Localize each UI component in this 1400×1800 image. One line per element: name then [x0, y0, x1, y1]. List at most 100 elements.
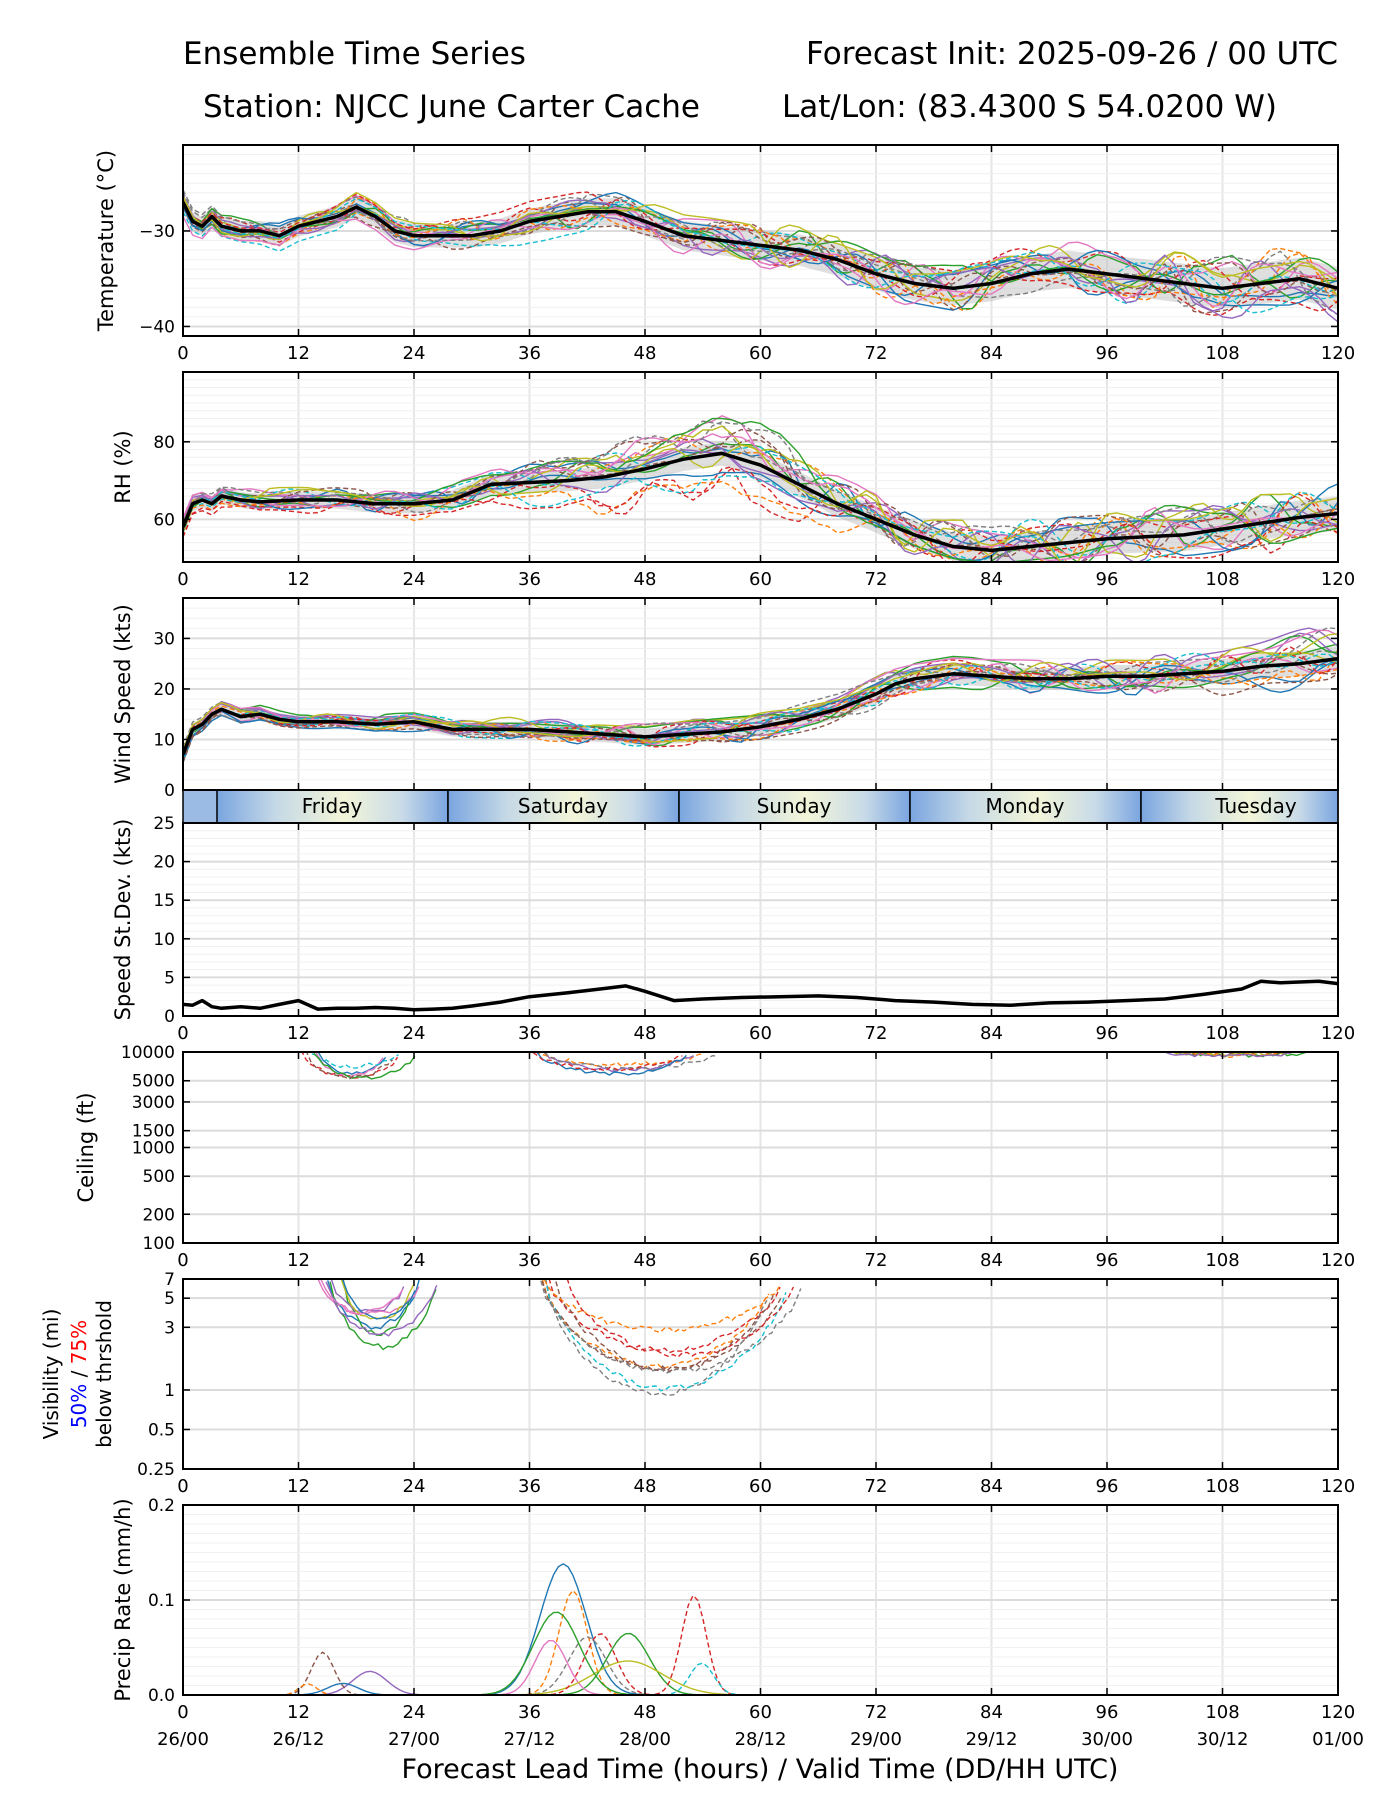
visibility-xtick-label: 36: [518, 1476, 541, 1497]
ceiling-ytick-label: 3000: [132, 1093, 175, 1113]
precip_rate-xtick-label: 0: [177, 1702, 188, 1723]
precip_rate-ylabel: Precip Rate (mm/h): [111, 1498, 135, 1701]
temperature-xtick-label: 0: [177, 343, 188, 364]
ceiling-member-15: [1165, 1052, 1291, 1058]
valid-time-label: 30/12: [1197, 1729, 1249, 1750]
rh-member-6: [183, 439, 1338, 562]
valid-time-label: 26/00: [157, 1729, 209, 1750]
temperature-ytick-label: −40: [139, 317, 175, 337]
visibility-member-12: [543, 1279, 781, 1334]
valid-time-label: 29/00: [850, 1729, 902, 1750]
temperature-plot: [183, 189, 1338, 323]
panel-visibility: 0.25 0.5 1 3 57 0 12 24 36 48 60 72 84 96 108 120 Visibi…: [39, 1270, 1355, 1497]
panel-precip_rate: 0.0 0.1 0.2 0 12 24 36 48 60 72 84 96 108 120 Precip R…: [111, 1496, 1355, 1723]
precip_rate-xtick-label: 60: [749, 1702, 772, 1723]
visibility-ytick-label: 0.25: [137, 1460, 175, 1480]
ceiling-xtick-label: 72: [865, 1250, 888, 1271]
precip_rate-xtick-label: 12: [287, 1702, 310, 1723]
precip_rate-ytick-label: 0.1: [148, 1591, 175, 1611]
precip_rate-member-5: [183, 1670, 1338, 1695]
visibility-member-5: [330, 1279, 405, 1312]
ceiling-grid: [182, 1051, 1339, 1244]
forecast-init: Forecast Init: 2025-09-26 / 00 UTC: [806, 36, 1338, 72]
rh-xtick-label: 96: [1096, 569, 1119, 590]
temperature-mean-line: [183, 201, 1338, 291]
panel-wind_speed: 0 10 20 30 Wind Speed (kts): [111, 597, 1339, 801]
rh-xtick-label: 36: [518, 569, 541, 590]
ceiling-ytick-label: 100: [143, 1234, 175, 1254]
ceiling-xtick-label: 120: [1321, 1250, 1355, 1271]
panel-temperature: −40 −30 0 12 24 36 48 60 72 84 96 108 120 Temperature…: [94, 144, 1355, 364]
rh-xtick-label: 84: [980, 569, 1003, 590]
station-latlon: Lat/Lon: (83.4300 S 54.0200 W): [782, 89, 1277, 125]
speed_stdev-xtick-label: 12: [287, 1023, 310, 1044]
temperature-xtick-label: 48: [634, 343, 657, 364]
precip_rate-ytick-label: 0.2: [148, 1496, 175, 1516]
visibility-xtick-label: 120: [1321, 1476, 1355, 1497]
station-name: Station: NJCC June Carter Cache: [203, 89, 700, 125]
temperature-member-20: [183, 197, 1338, 314]
rh-member-16: [183, 428, 1338, 557]
speed_stdev-ylabel: Speed St.Dev. (kts): [111, 819, 135, 1021]
rh-plot: [183, 415, 1338, 562]
visibility-ytick-label: 5: [164, 1289, 175, 1309]
precip_rate-xtick-label: 120: [1321, 1702, 1355, 1723]
rh-xtick-label: 48: [634, 569, 657, 590]
visibility-member-17: [320, 1279, 404, 1316]
ceiling-xtick-label: 12: [287, 1250, 310, 1271]
rh-member-20: [183, 474, 1338, 562]
visibility-ytick-label: 7: [164, 1270, 175, 1290]
speed_stdev-plot: [183, 979, 1338, 1012]
panel-speed_stdev: 0 5 10 15 20 25 0 12 24 36 48 60 72 84 96 108 120 Speed S…: [111, 814, 1355, 1044]
panel-rh: 60 80 0 12 24 36 48 60 72 84 96 108 120 RH (%): [111, 371, 1355, 590]
ceiling-ytick-label: 200: [143, 1205, 175, 1225]
speed_stdev-xtick-label: 120: [1321, 1023, 1355, 1044]
ceiling-member-16: [305, 1052, 394, 1080]
visibility-member-3: [342, 1279, 411, 1337]
valid-time-label: 27/00: [388, 1729, 440, 1750]
ceiling-ytick-label: 1000: [132, 1139, 175, 1159]
speed_stdev-ytick-label: 20: [153, 853, 175, 873]
speed_stdev-xtick-label: 60: [749, 1023, 772, 1044]
rh-xtick-label: 12: [287, 569, 310, 590]
rh-ytick-label: 60: [153, 510, 175, 530]
temperature-member-16: [183, 197, 1338, 311]
ceiling-member-2: [535, 1052, 704, 1068]
valid-time-labels: 26/00 26/12 27/00 27/12 28/00 28/12 29/00 29/12…: [157, 1729, 1364, 1750]
ceiling-xtick-label: 84: [980, 1250, 1003, 1271]
precip_rate-xtick-label: 36: [518, 1702, 541, 1723]
valid-time-label: 01/00: [1312, 1729, 1364, 1750]
rh-member-17: [183, 433, 1338, 562]
visibility-xtick-label: 96: [1096, 1476, 1119, 1497]
ceiling-member-14: [532, 1052, 683, 1072]
visibility-member-15: [325, 1281, 438, 1337]
ceiling-xtick-label: 48: [634, 1250, 657, 1271]
visibility-xtick-label: 0: [177, 1476, 188, 1497]
temperature-xtick-label: 84: [980, 343, 1003, 364]
visibility-xtick-label: 60: [749, 1476, 772, 1497]
wind_speed-plot: [183, 626, 1338, 764]
visibility-member-2: [541, 1279, 770, 1370]
ceiling-ytick-label: 10000: [121, 1043, 175, 1063]
rh-ylabel: RH (%): [111, 430, 135, 503]
ceiling-member-13: [313, 1052, 416, 1080]
wind_speed-grid: [182, 597, 1339, 791]
day-band: Friday Saturday Sunday Monday Tuesday: [182, 789, 1339, 824]
speed_stdev-xtick-label: 24: [403, 1023, 426, 1044]
precip_rate-xtick-label: 84: [980, 1702, 1003, 1723]
temperature-member-5: [183, 200, 1338, 323]
visibility-member-13: [329, 1281, 437, 1351]
ceiling-xtick-label: 60: [749, 1250, 772, 1271]
speed_stdev-ytick-label: 0: [164, 1007, 175, 1027]
panels: −40−300 12 24 36 48 60 72 84 96 108 120Temperature…: [39, 144, 1355, 1723]
rh-member-18: [183, 421, 1338, 544]
visibility-xtick-label: 72: [865, 1476, 888, 1497]
wind_speed-ytick-label: 10: [153, 730, 175, 750]
visibility-ylabel-thresholds: 50% / 75%: [67, 1320, 91, 1428]
rh-member-15: [183, 449, 1338, 562]
day-saturday-label: Saturday: [518, 794, 608, 818]
ceiling-member-4: [301, 1052, 399, 1079]
figure-title: Ensemble Time Series: [183, 36, 526, 72]
precip_rate-plot: [183, 1563, 1338, 1695]
